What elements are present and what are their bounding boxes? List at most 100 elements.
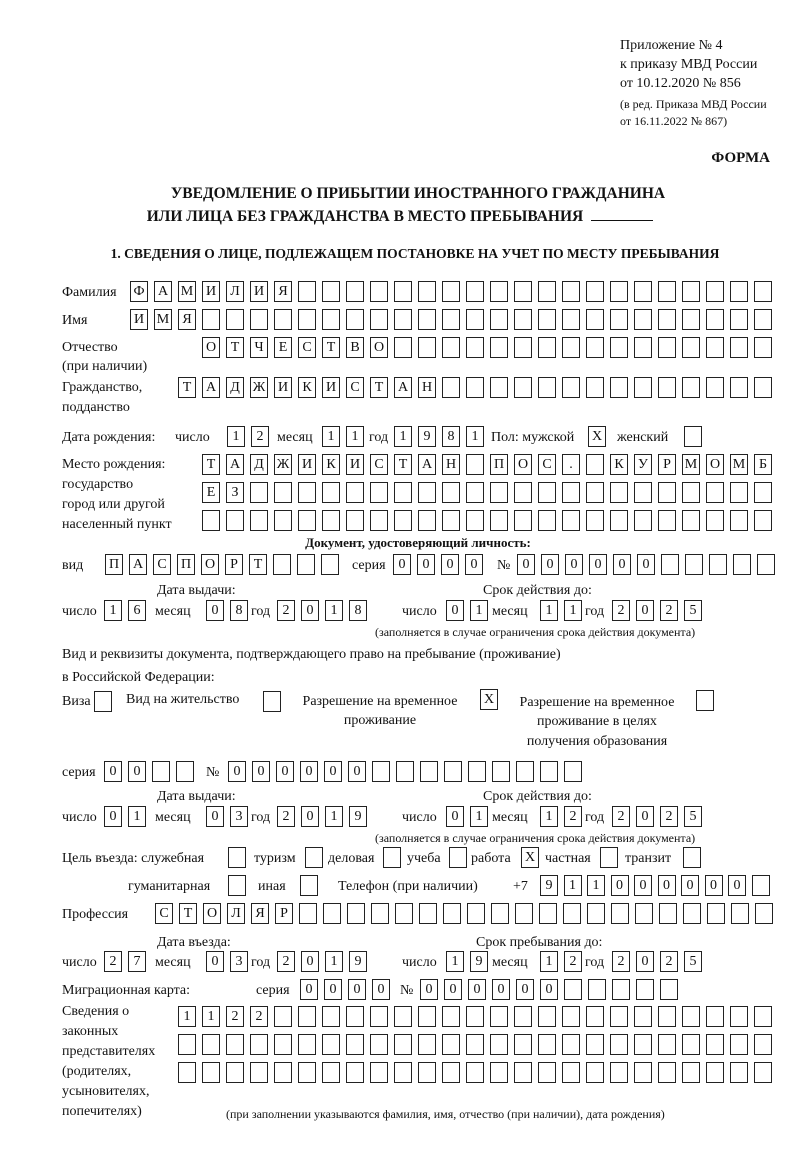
char-cell[interactable]: 0 (465, 554, 483, 575)
char-cell[interactable]: Т (226, 337, 244, 358)
char-cell[interactable]: И (298, 454, 316, 475)
char-cell[interactable] (394, 510, 412, 531)
char-cell[interactable] (466, 281, 484, 302)
char-cell[interactable]: 8 (442, 426, 460, 447)
char-cell[interactable]: 1 (394, 426, 412, 447)
char-cell[interactable]: М (178, 281, 196, 302)
char-cell[interactable] (273, 554, 291, 575)
char-cell[interactable] (634, 309, 652, 330)
char-cell[interactable] (586, 454, 604, 475)
char-cell[interactable] (394, 309, 412, 330)
char-cell[interactable] (346, 1006, 364, 1027)
char-cell[interactable] (661, 554, 679, 575)
char-cell[interactable] (610, 309, 628, 330)
char-cell[interactable]: 0 (704, 875, 723, 896)
char-cell[interactable]: С (153, 554, 171, 575)
char-cell[interactable] (706, 1006, 724, 1027)
char-cell[interactable] (754, 337, 772, 358)
char-cell[interactable] (514, 377, 532, 398)
char-cell[interactable]: Л (227, 903, 245, 924)
char-cell[interactable]: И (130, 309, 148, 330)
char-cell[interactable] (658, 482, 676, 503)
char-cell[interactable]: Д (250, 454, 268, 475)
char-cell[interactable] (418, 1062, 436, 1083)
char-cell[interactable]: 8 (349, 600, 367, 621)
char-cell[interactable] (562, 337, 580, 358)
char-cell[interactable]: М (682, 454, 700, 475)
char-cell[interactable]: Ф (130, 281, 148, 302)
char-cell[interactable] (600, 847, 618, 868)
char-cell[interactable] (733, 554, 751, 575)
char-cell[interactable] (490, 510, 508, 531)
char-cell[interactable] (226, 1034, 244, 1055)
char-cell[interactable] (754, 309, 772, 330)
char-cell[interactable]: Т (202, 454, 220, 475)
char-cell[interactable]: 1 (128, 806, 146, 827)
char-cell[interactable]: 1 (346, 426, 364, 447)
char-cell[interactable]: 1 (470, 806, 488, 827)
char-cell[interactable] (202, 1034, 220, 1055)
char-cell[interactable]: 2 (104, 951, 122, 972)
char-cell[interactable] (610, 482, 628, 503)
char-cell[interactable] (322, 1062, 340, 1083)
char-cell[interactable]: К (298, 377, 316, 398)
char-cell[interactable] (682, 377, 700, 398)
char-cell[interactable] (298, 482, 316, 503)
char-cell[interactable] (751, 875, 770, 896)
char-cell[interactable] (730, 482, 748, 503)
char-cell[interactable] (538, 281, 556, 302)
char-cell[interactable]: А (202, 377, 220, 398)
char-cell[interactable]: 0 (565, 554, 583, 575)
char-cell[interactable] (586, 337, 604, 358)
char-cell[interactable]: 2 (277, 806, 295, 827)
char-cell[interactable]: 7 (128, 951, 146, 972)
char-cell[interactable] (538, 1062, 556, 1083)
char-cell[interactable]: 2 (660, 951, 678, 972)
char-cell[interactable] (274, 1006, 292, 1027)
char-cell[interactable]: Н (442, 454, 460, 475)
char-cell[interactable] (634, 1034, 652, 1055)
char-cell[interactable] (730, 1034, 748, 1055)
char-cell[interactable] (372, 761, 390, 782)
char-cell[interactable] (444, 761, 462, 782)
char-cell[interactable] (466, 454, 484, 475)
char-cell[interactable]: К (322, 454, 340, 475)
char-cell[interactable] (660, 979, 678, 1000)
char-cell[interactable] (226, 510, 244, 531)
char-cell[interactable] (586, 482, 604, 503)
char-cell[interactable]: 0 (393, 554, 411, 575)
char-cell[interactable]: О (370, 337, 388, 358)
char-cell[interactable]: К (610, 454, 628, 475)
char-cell[interactable] (562, 510, 580, 531)
char-cell[interactable]: 1 (325, 951, 343, 972)
char-cell[interactable] (757, 554, 775, 575)
char-cell[interactable] (176, 761, 194, 782)
char-cell[interactable]: 0 (517, 554, 535, 575)
char-cell[interactable]: 0 (636, 951, 654, 972)
char-cell[interactable]: Е (202, 482, 220, 503)
char-cell[interactable]: П (490, 454, 508, 475)
char-cell[interactable] (706, 281, 724, 302)
char-cell[interactable] (298, 510, 316, 531)
char-cell[interactable]: Р (225, 554, 243, 575)
char-cell[interactable] (562, 1062, 580, 1083)
char-cell[interactable] (564, 761, 582, 782)
char-cell[interactable] (346, 1034, 364, 1055)
char-cell[interactable]: 2 (564, 806, 582, 827)
char-cell[interactable] (466, 1034, 484, 1055)
char-cell[interactable] (730, 281, 748, 302)
char-cell[interactable]: А (394, 377, 412, 398)
char-cell[interactable]: 0 (206, 951, 224, 972)
char-cell[interactable]: 0 (276, 761, 294, 782)
char-cell[interactable]: Б (754, 454, 772, 475)
char-cell[interactable] (347, 903, 365, 924)
char-cell[interactable] (226, 309, 244, 330)
char-cell[interactable]: 1 (322, 426, 340, 447)
char-cell[interactable]: Л (226, 281, 244, 302)
char-cell[interactable] (250, 1034, 268, 1055)
char-cell[interactable] (395, 903, 413, 924)
char-cell[interactable] (587, 903, 605, 924)
char-cell[interactable]: 6 (128, 600, 146, 621)
char-cell[interactable]: 0 (301, 600, 319, 621)
char-cell[interactable] (658, 281, 676, 302)
